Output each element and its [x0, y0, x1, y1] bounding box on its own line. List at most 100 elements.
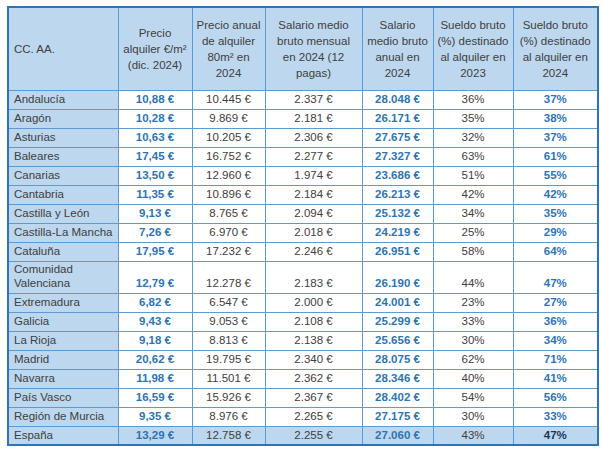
region-cell: Región de Murcia	[8, 407, 118, 426]
monthly-gross-salary-cell: 2.138 €	[265, 331, 362, 350]
annual-gross-salary-cell: 26.951 €	[362, 242, 433, 261]
salary-share-2024-cell: 42%	[513, 185, 598, 204]
region-cell: La Rioja	[8, 331, 118, 350]
annual-rent-cell: 16.752 €	[192, 147, 265, 166]
annual-gross-salary-cell: 26.171 €	[362, 109, 433, 128]
price-per-sqm-cell: 10,88 €	[118, 90, 192, 109]
salary-share-2023-cell: 34%	[433, 204, 513, 223]
monthly-gross-salary-cell: 2.094 €	[265, 204, 362, 223]
monthly-gross-salary-cell: 1.974 €	[265, 166, 362, 185]
monthly-gross-salary-cell: 2.183 €	[265, 261, 362, 293]
salary-share-2024-cell: 71%	[513, 350, 598, 369]
table-row: Aragón 10,28 € 9.869 € 2.181 € 26.171 € …	[8, 109, 598, 128]
price-per-sqm-cell: 6,82 €	[118, 293, 192, 312]
annual-rent-cell: 10.445 €	[192, 90, 265, 109]
price-per-sqm-cell: 11,98 €	[118, 369, 192, 388]
monthly-gross-salary-cell: 2.018 €	[265, 223, 362, 242]
column-header-annual-rent: Precio anual de alquiler 80m² en 2024	[192, 7, 265, 90]
table-row: Castilla-La Mancha 7,26 € 6.970 € 2.018 …	[8, 223, 598, 242]
price-per-sqm-cell: 17,45 €	[118, 147, 192, 166]
table-row-total: España 13,29 € 12.758 € 2.255 € 27.060 €…	[8, 426, 598, 445]
annual-gross-salary-cell: 28.346 €	[362, 369, 433, 388]
salary-share-2024-cell: 47%	[513, 426, 598, 445]
salary-share-2024-cell: 37%	[513, 128, 598, 147]
price-per-sqm-cell: 9,43 €	[118, 312, 192, 331]
region-cell: Madrid	[8, 350, 118, 369]
price-per-sqm-cell: 10,28 €	[118, 109, 192, 128]
table-row: Región de Murcia 9,35 € 8.976 € 2.265 € …	[8, 407, 598, 426]
salary-share-2024-cell: 41%	[513, 369, 598, 388]
column-header-salary-share-2023: Sueldo bruto (%) destinado al alquiler e…	[433, 7, 513, 90]
salary-share-2023-cell: 42%	[433, 185, 513, 204]
monthly-gross-salary-cell: 2.246 €	[265, 242, 362, 261]
table-row: Cantabria 11,35 € 10.896 € 2.184 € 26.21…	[8, 185, 598, 204]
annual-rent-cell: 10.896 €	[192, 185, 265, 204]
salary-share-2023-cell: 32%	[433, 128, 513, 147]
annual-gross-salary-cell: 26.213 €	[362, 185, 433, 204]
region-cell: Extremadura	[8, 293, 118, 312]
table-row: Asturias 10,63 € 10.205 € 2.306 € 27.675…	[8, 128, 598, 147]
table-row: La Rioja 9,18 € 8.813 € 2.138 € 25.656 €…	[8, 331, 598, 350]
salary-share-2023-cell: 23%	[433, 293, 513, 312]
table-row: Comunidad Valenciana 12,79 € 12.278 € 2.…	[8, 261, 598, 293]
monthly-gross-salary-cell: 2.362 €	[265, 369, 362, 388]
annual-gross-salary-cell: 25.656 €	[362, 331, 433, 350]
column-header-annual-gross-salary: Salario medio bruto anual en 2024	[362, 7, 433, 90]
monthly-gross-salary-cell: 2.108 €	[265, 312, 362, 331]
region-cell: Aragón	[8, 109, 118, 128]
annual-rent-cell: 8.765 €	[192, 204, 265, 223]
table-row: Cataluña 17,95 € 17.232 € 2.246 € 26.951…	[8, 242, 598, 261]
salary-share-2023-cell: 25%	[433, 223, 513, 242]
monthly-gross-salary-cell: 2.265 €	[265, 407, 362, 426]
annual-rent-cell: 9.869 €	[192, 109, 265, 128]
salary-share-2023-cell: 63%	[433, 147, 513, 166]
region-cell: Cataluña	[8, 242, 118, 261]
annual-rent-cell: 11.501 €	[192, 369, 265, 388]
annual-rent-cell: 8.813 €	[192, 331, 265, 350]
annual-gross-salary-cell: 28.402 €	[362, 388, 433, 407]
table-row: Extremadura 6,82 € 6.547 € 2.000 € 24.00…	[8, 293, 598, 312]
salary-share-2024-cell: 35%	[513, 204, 598, 223]
salary-share-2024-cell: 47%	[513, 261, 598, 293]
region-cell: España	[8, 426, 118, 445]
table-row: Andalucía 10,88 € 10.445 € 2.337 € 28.04…	[8, 90, 598, 109]
price-per-sqm-cell: 9,13 €	[118, 204, 192, 223]
region-cell: Asturias	[8, 128, 118, 147]
salary-share-2023-cell: 35%	[433, 109, 513, 128]
table-row: Canarias 13,50 € 12.960 € 1.974 € 23.686…	[8, 166, 598, 185]
price-per-sqm-cell: 13,29 €	[118, 426, 192, 445]
salary-share-2024-cell: 34%	[513, 331, 598, 350]
table-row: Navarra 11,98 € 11.501 € 2.362 € 28.346 …	[8, 369, 598, 388]
column-header-price-per-sqm: Precio alquiler €/m² (dic. 2024)	[118, 7, 192, 90]
annual-gross-salary-cell: 28.075 €	[362, 350, 433, 369]
header-row: CC. AA. Precio alquiler €/m² (dic. 2024)…	[8, 7, 598, 90]
salary-share-2024-cell: 33%	[513, 407, 598, 426]
salary-share-2024-cell: 37%	[513, 90, 598, 109]
annual-rent-cell: 19.795 €	[192, 350, 265, 369]
region-cell: Galicia	[8, 312, 118, 331]
price-per-sqm-cell: 17,95 €	[118, 242, 192, 261]
monthly-gross-salary-cell: 2.181 €	[265, 109, 362, 128]
price-per-sqm-cell: 20,62 €	[118, 350, 192, 369]
region-cell: Castilla y León	[8, 204, 118, 223]
annual-gross-salary-cell: 25.132 €	[362, 204, 433, 223]
annual-rent-cell: 12.960 €	[192, 166, 265, 185]
annual-gross-salary-cell: 27.060 €	[362, 426, 433, 445]
column-header-monthly-gross-salary: Salario medio bruto mensual en 2024 (12 …	[265, 7, 362, 90]
salary-share-2023-cell: 33%	[433, 312, 513, 331]
annual-gross-salary-cell: 24.001 €	[362, 293, 433, 312]
salary-share-2023-cell: 51%	[433, 166, 513, 185]
table-body: Andalucía 10,88 € 10.445 € 2.337 € 28.04…	[8, 90, 598, 445]
annual-rent-cell: 9.053 €	[192, 312, 265, 331]
annual-rent-cell: 17.232 €	[192, 242, 265, 261]
price-per-sqm-cell: 9,35 €	[118, 407, 192, 426]
salary-share-2024-cell: 56%	[513, 388, 598, 407]
price-per-sqm-cell: 9,18 €	[118, 331, 192, 350]
price-per-sqm-cell: 10,63 €	[118, 128, 192, 147]
monthly-gross-salary-cell: 2.184 €	[265, 185, 362, 204]
column-header-region: CC. AA.	[8, 7, 118, 90]
table-row: Baleares 17,45 € 16.752 € 2.277 € 27.327…	[8, 147, 598, 166]
salary-share-2023-cell: 43%	[433, 426, 513, 445]
salary-share-2024-cell: 36%	[513, 312, 598, 331]
annual-rent-cell: 6.970 €	[192, 223, 265, 242]
